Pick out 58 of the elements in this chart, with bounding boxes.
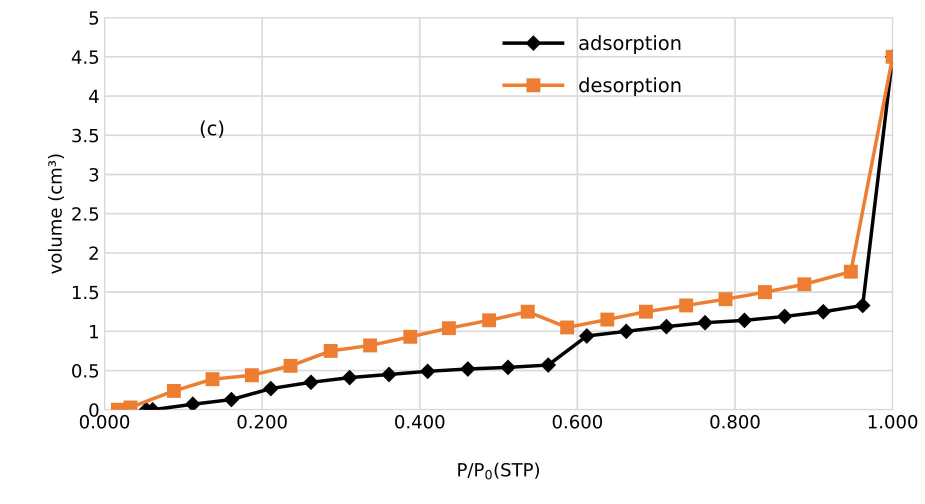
- y-tick-label: 3.5: [72, 128, 98, 142]
- point: [600, 312, 614, 327]
- point: [777, 308, 792, 324]
- y-tick-label: 2: [90, 246, 98, 260]
- point: [284, 358, 298, 373]
- y-tick-label: 4.5: [72, 50, 98, 64]
- point: [303, 374, 319, 390]
- point: [579, 328, 594, 344]
- point: [363, 338, 378, 352]
- point: [442, 321, 456, 336]
- point: [540, 357, 556, 373]
- x-tick-label: 0.600: [552, 414, 602, 429]
- y-axis-title: volume (cm³): [48, 154, 64, 274]
- point: [460, 361, 476, 377]
- y-tick-label: 0: [89, 403, 98, 417]
- point: [263, 381, 278, 396]
- point: [224, 392, 239, 408]
- y-tick-label: 2.5: [72, 207, 98, 221]
- point: [482, 313, 496, 328]
- point: [520, 304, 535, 319]
- point: [697, 315, 713, 330]
- legend-label: desorption: [579, 77, 680, 96]
- point: [797, 277, 812, 292]
- y-tick-label: 1.5: [72, 286, 98, 300]
- point: [500, 360, 516, 375]
- point: [816, 304, 831, 320]
- point: [206, 372, 220, 386]
- point: [855, 298, 870, 314]
- y-tick-label: 5: [90, 11, 98, 25]
- point: [658, 319, 674, 334]
- x-tick-label: 0.200: [237, 414, 287, 429]
- point: [324, 344, 338, 358]
- point: [420, 364, 436, 379]
- point: [639, 304, 653, 319]
- point: [381, 366, 397, 382]
- x-axis-title: P/P$_{0}$(STP): [458, 462, 539, 480]
- point: [736, 312, 752, 328]
- point: [185, 396, 200, 410]
- point: [560, 320, 574, 334]
- x-tick-label: 1.000: [868, 414, 918, 429]
- point: [718, 292, 732, 306]
- x-tick-label: 0.400: [395, 414, 444, 429]
- legend-label: adsorption: [579, 35, 680, 54]
- y-tick-label: 4: [89, 90, 99, 103]
- point: [403, 330, 418, 344]
- point: [679, 298, 694, 312]
- point: [244, 368, 259, 382]
- point: [758, 285, 772, 300]
- point: [342, 370, 358, 386]
- x-tick-label: 0.800: [710, 414, 760, 429]
- x-tick-label: 0.000: [80, 414, 130, 429]
- y-tick-label: 0.5: [72, 364, 98, 378]
- point: [166, 384, 181, 398]
- point: [844, 264, 858, 279]
- point: [618, 324, 634, 339]
- annotation: (c): [200, 120, 224, 138]
- y-tick-label: 1: [90, 325, 98, 338]
- y-tick-label: 3: [90, 168, 98, 182]
